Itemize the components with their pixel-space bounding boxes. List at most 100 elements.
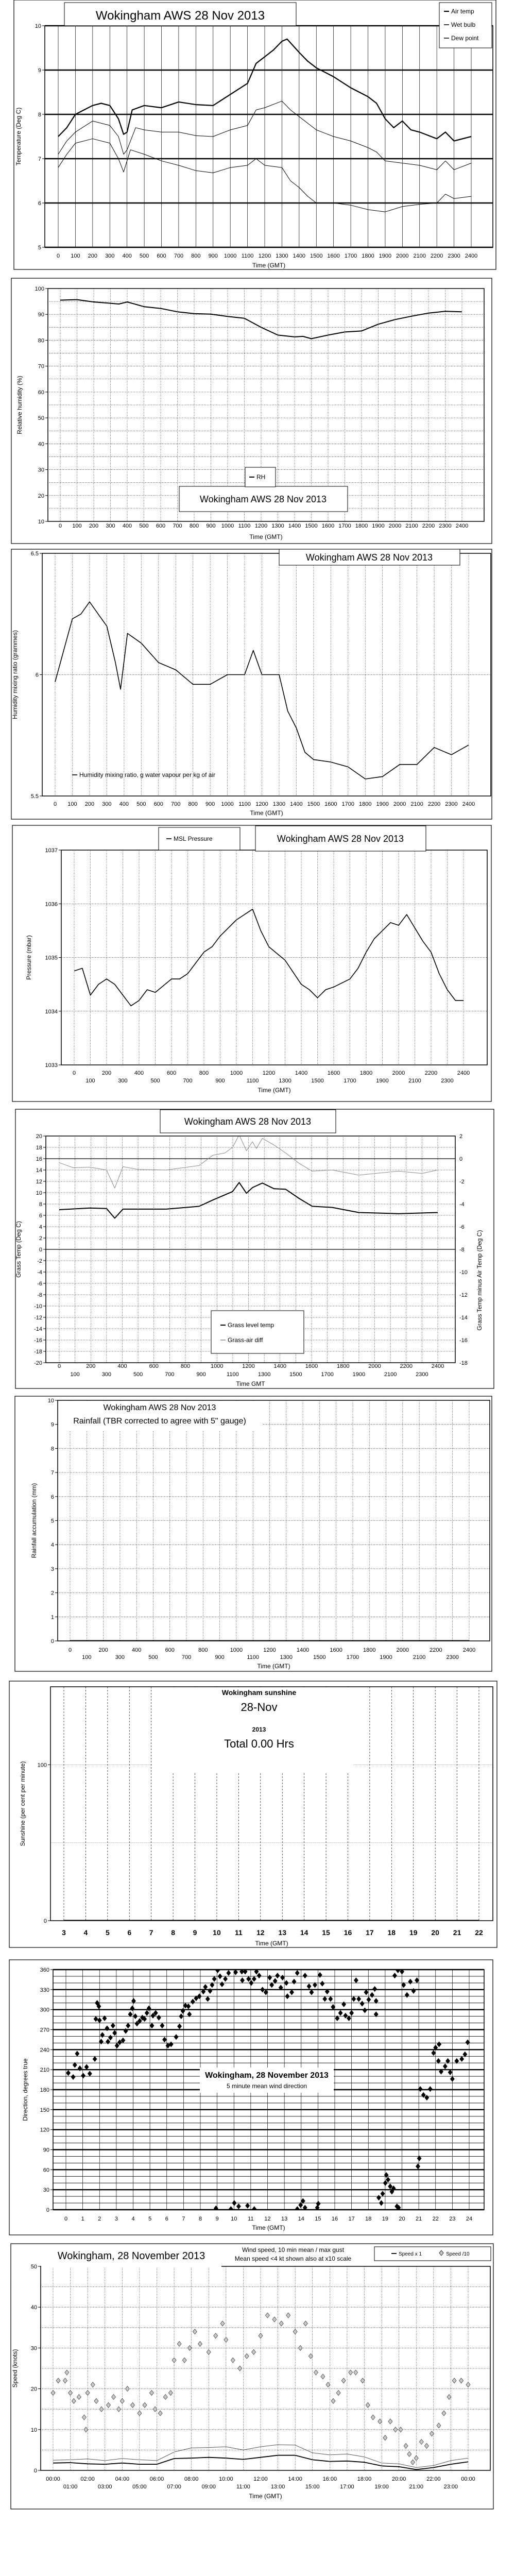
data-point	[372, 1986, 377, 1992]
x-tick-label: 1400	[290, 801, 302, 807]
x-tick-label: 600	[154, 801, 163, 807]
data-point	[230, 2357, 235, 2363]
data-point	[343, 2012, 348, 2019]
y-tick-label: 10	[36, 1190, 42, 1196]
legend: Speed x 1 Speed /10	[374, 2246, 491, 2261]
data-point	[384, 2172, 389, 2178]
data-point	[315, 2205, 320, 2210]
data-point	[215, 1970, 220, 1973]
data-point	[300, 2198, 305, 2204]
x-tick-label: 00:00	[46, 2476, 60, 2482]
y-tick-label: 4	[39, 1224, 42, 1230]
x-tick-label: 1800	[360, 1070, 372, 1076]
x-tick-label: 1600	[305, 1363, 318, 1369]
data-point	[150, 2012, 156, 2019]
gridlines	[50, 1687, 493, 1921]
x-tick-label: 2000	[397, 1647, 409, 1653]
x-tick-label: 1500	[307, 801, 320, 807]
data-point	[256, 1973, 262, 1979]
y-tick-label: 20	[36, 1133, 42, 1140]
data-point	[50, 2389, 56, 2396]
plot-area	[47, 288, 485, 522]
y-tick-label: 6	[39, 1213, 42, 1219]
data-point	[295, 1970, 300, 1976]
x-tick-label: 1400	[297, 1647, 309, 1653]
data-point	[267, 1974, 272, 1981]
x-tick-label: 100	[67, 801, 77, 807]
x-tick-label: 12	[264, 2216, 270, 2222]
title-box	[255, 825, 426, 852]
data-point	[275, 1973, 280, 1979]
data-point	[370, 2414, 375, 2420]
data-point	[359, 2001, 365, 2007]
y-tick-label: 10	[48, 1398, 54, 1404]
x-tick-label: 1300	[273, 801, 285, 807]
data-point	[94, 2398, 99, 2404]
y-tick-label: 2	[51, 1590, 54, 1597]
data-point	[349, 2010, 354, 2016]
legend: Humidity mixing ratio, g water vapour pe…	[72, 771, 215, 778]
data-point	[82, 2414, 87, 2420]
x-tick-label: 1800	[363, 1647, 375, 1653]
x-tick-label: 1700	[345, 253, 357, 259]
y-tick-label: 12	[36, 1179, 42, 1185]
x-tick-label: 2300	[441, 1078, 453, 1084]
y-tick-label: -16	[34, 1337, 42, 1344]
x-tick-label: 500	[133, 1371, 143, 1378]
data-point	[362, 2007, 367, 2013]
x-tick-label: 21	[416, 2216, 422, 2222]
data-point	[149, 2389, 154, 2396]
data-point	[194, 1995, 199, 2002]
x-axis-title: Time (GMT)	[252, 262, 285, 269]
y-right-tick-label: -18	[459, 1360, 468, 1366]
gridlines	[61, 850, 487, 1065]
y-tick-label: 80	[38, 337, 44, 344]
data-point	[210, 1982, 215, 1988]
chart-subtitle: 5 minute mean wind direction	[227, 2082, 307, 2090]
title-area	[200, 2067, 334, 2093]
legend: Air temp Wet bulb Dew point	[439, 2, 492, 48]
y-tick-label: -6	[37, 1281, 42, 1287]
y-tick-label: 30	[31, 2345, 37, 2351]
data-point	[415, 1977, 419, 1984]
x-tick-label: 700	[182, 1654, 191, 1660]
data-point	[187, 2011, 192, 2018]
data-point	[450, 2076, 455, 2082]
data-point	[414, 2455, 419, 2461]
x-tick-label: 6	[165, 2216, 168, 2222]
y-axis-title: Rainfall accumulation (mm)	[30, 1483, 38, 1558]
data-point	[404, 1992, 409, 1998]
legend: RH	[245, 467, 276, 487]
chart-subtitle: Wind speed, 10 min mean / max gust	[242, 2246, 345, 2253]
x-tick-label: 17:00	[340, 2484, 354, 2490]
legend: Grass level temp Grass-air diff	[211, 1310, 304, 1354]
x-tick-label: 1200	[255, 801, 268, 807]
x-tick-label: 2400	[432, 1363, 444, 1369]
data-point	[447, 2394, 452, 2400]
y-tick-label: 1035	[45, 955, 58, 961]
x-tick-label: 07:00	[167, 2484, 181, 2490]
data-point	[123, 2028, 128, 2034]
y-tick-label: 6	[36, 672, 39, 679]
y-tick-label: 20	[31, 2386, 37, 2393]
x-tick-label: 2000	[368, 1363, 381, 1369]
data-point	[418, 2086, 423, 2092]
data-point	[142, 2016, 147, 2022]
data-point	[174, 2034, 179, 2040]
data-point	[328, 1996, 333, 2002]
x-tick-label: 8	[199, 2216, 202, 2222]
x-tick-label: 900	[215, 1078, 225, 1084]
y-right-tick-label: -14	[459, 1315, 468, 1321]
data-point	[251, 1976, 256, 1982]
x-tick-label: 500	[136, 801, 146, 807]
x-tick-label: 2000	[396, 253, 408, 259]
data-point	[272, 1978, 278, 1984]
x-tick-label: 5	[106, 1928, 110, 1937]
plot-area	[50, 1686, 493, 1921]
data-point	[263, 1989, 268, 1995]
data-point	[338, 2010, 343, 2016]
data-point	[265, 2312, 270, 2318]
data-point	[335, 2015, 340, 2022]
y-tick-label: 9	[38, 67, 41, 74]
data-point	[369, 1992, 374, 1998]
